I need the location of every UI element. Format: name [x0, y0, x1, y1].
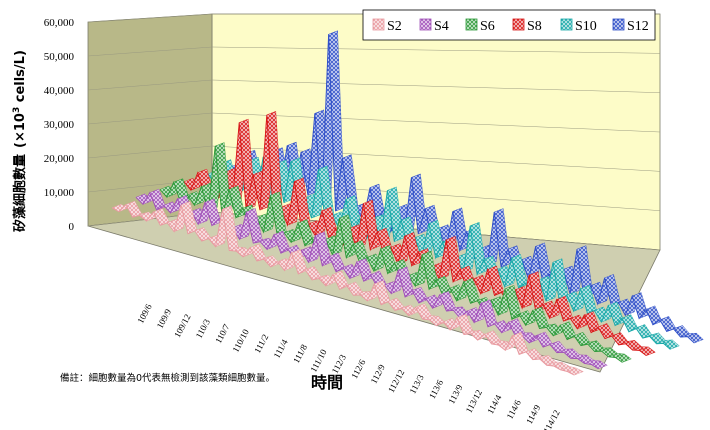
- series-ribbons: [111, 30, 704, 376]
- y-tick-label: 40,000: [44, 85, 75, 97]
- legend-box: [362, 9, 656, 41]
- x-tick-label: 109/12: [172, 312, 193, 339]
- legend-swatch: [465, 18, 478, 31]
- legend-swatch: [512, 18, 525, 31]
- x-tick-label: 114/12: [541, 408, 561, 430]
- x-tick-label: 111/4: [272, 337, 290, 360]
- legend-label: S8: [527, 19, 542, 34]
- x-tick-label: 113/6: [427, 378, 446, 401]
- legend-item-s8: S8: [512, 18, 542, 34]
- y-tick-label: 50,000: [44, 51, 75, 63]
- x-tick-label: 111/8: [291, 342, 309, 365]
- legend-label: S6: [480, 19, 495, 34]
- legend-swatch: [612, 18, 625, 31]
- x-tick-label: 110/7: [213, 322, 232, 345]
- x-tick-label: 113/9: [446, 383, 465, 406]
- y-axis-ticks: 0 10,000 20,000 30,000 40,000 50,000 60,000: [44, 17, 75, 233]
- gridline: [87, 79, 661, 93]
- x-tick-label: 114/6: [505, 398, 524, 421]
- legend-label: S10: [575, 19, 597, 34]
- x-tick-label: 112/12: [386, 368, 406, 394]
- legend-swatch: [372, 18, 385, 31]
- gridline: [87, 145, 661, 172]
- x-axis-title: 時間: [311, 373, 343, 392]
- legend-swatch: [419, 18, 432, 31]
- y-tick-label: 20,000: [44, 153, 75, 165]
- y-axis-title-unit-end: cells/L): [13, 50, 28, 107]
- series-s4: [135, 188, 608, 370]
- legend-item-s2: S2: [372, 18, 402, 34]
- x-tick-label: 111/10: [308, 347, 328, 374]
- y-axis-title-exp: 3: [12, 107, 22, 113]
- x-tick-label: 111/2: [252, 333, 270, 355]
- y-tick-label: 60,000: [44, 17, 75, 29]
- y-tick-label: 0: [69, 221, 75, 233]
- y-axis-title: 矽藻細胞數量 (×103 cells/L): [12, 50, 28, 232]
- x-tick-label: 114/9: [524, 403, 543, 426]
- series-line: [183, 114, 647, 357]
- x-tick-label: 114/4: [485, 393, 504, 416]
- legend-label: S12: [627, 19, 649, 34]
- series-line: [159, 146, 623, 363]
- x-tick-label: 113/12: [464, 388, 484, 414]
- legend-label: S2: [387, 19, 402, 34]
- footnote: 備註：細胞數量為0代表無檢測到該藻類細胞數量。: [60, 372, 275, 384]
- x-tick-label: 109/6: [135, 302, 154, 325]
- legend-item-s10: S10: [560, 18, 597, 34]
- y-tick-label: 10,000: [44, 187, 75, 199]
- y-axis-title-main: 矽藻細胞數量: [12, 154, 28, 232]
- series-line: [111, 203, 575, 376]
- legend-label: S4: [434, 19, 449, 34]
- series-s6: [159, 142, 632, 363]
- gridline: [87, 46, 661, 57]
- y-tick-label: 30,000: [44, 119, 75, 131]
- legend-item-s12: S12: [612, 18, 649, 34]
- legend-item-s6: S6: [465, 18, 495, 34]
- gridlines: [87, 13, 661, 251]
- series-s2: [111, 200, 584, 376]
- x-tick-label: 112/9: [369, 362, 388, 385]
- x-tick-label: 113/3: [407, 372, 426, 395]
- series-line: [207, 156, 671, 350]
- x-tick-label: 109/9: [155, 307, 174, 330]
- svg-text:矽藻細胞數量(×103 cells/L): 矽藻細胞數量 (×103 cells/L): [12, 50, 28, 232]
- x-tick-label: 110/3: [194, 317, 213, 340]
- y-axis-title-unit: (×10: [13, 113, 28, 148]
- legend-item-s4: S4: [419, 18, 449, 34]
- x-tick-label: 112/6: [349, 357, 368, 380]
- legend: S2 S4 S6 S8 S10 S12: [362, 9, 656, 41]
- x-tick-label: 112/3: [330, 352, 349, 375]
- x-tick-label: 110/10: [230, 327, 251, 354]
- legend-swatch: [560, 18, 573, 31]
- gridline: [87, 112, 661, 133]
